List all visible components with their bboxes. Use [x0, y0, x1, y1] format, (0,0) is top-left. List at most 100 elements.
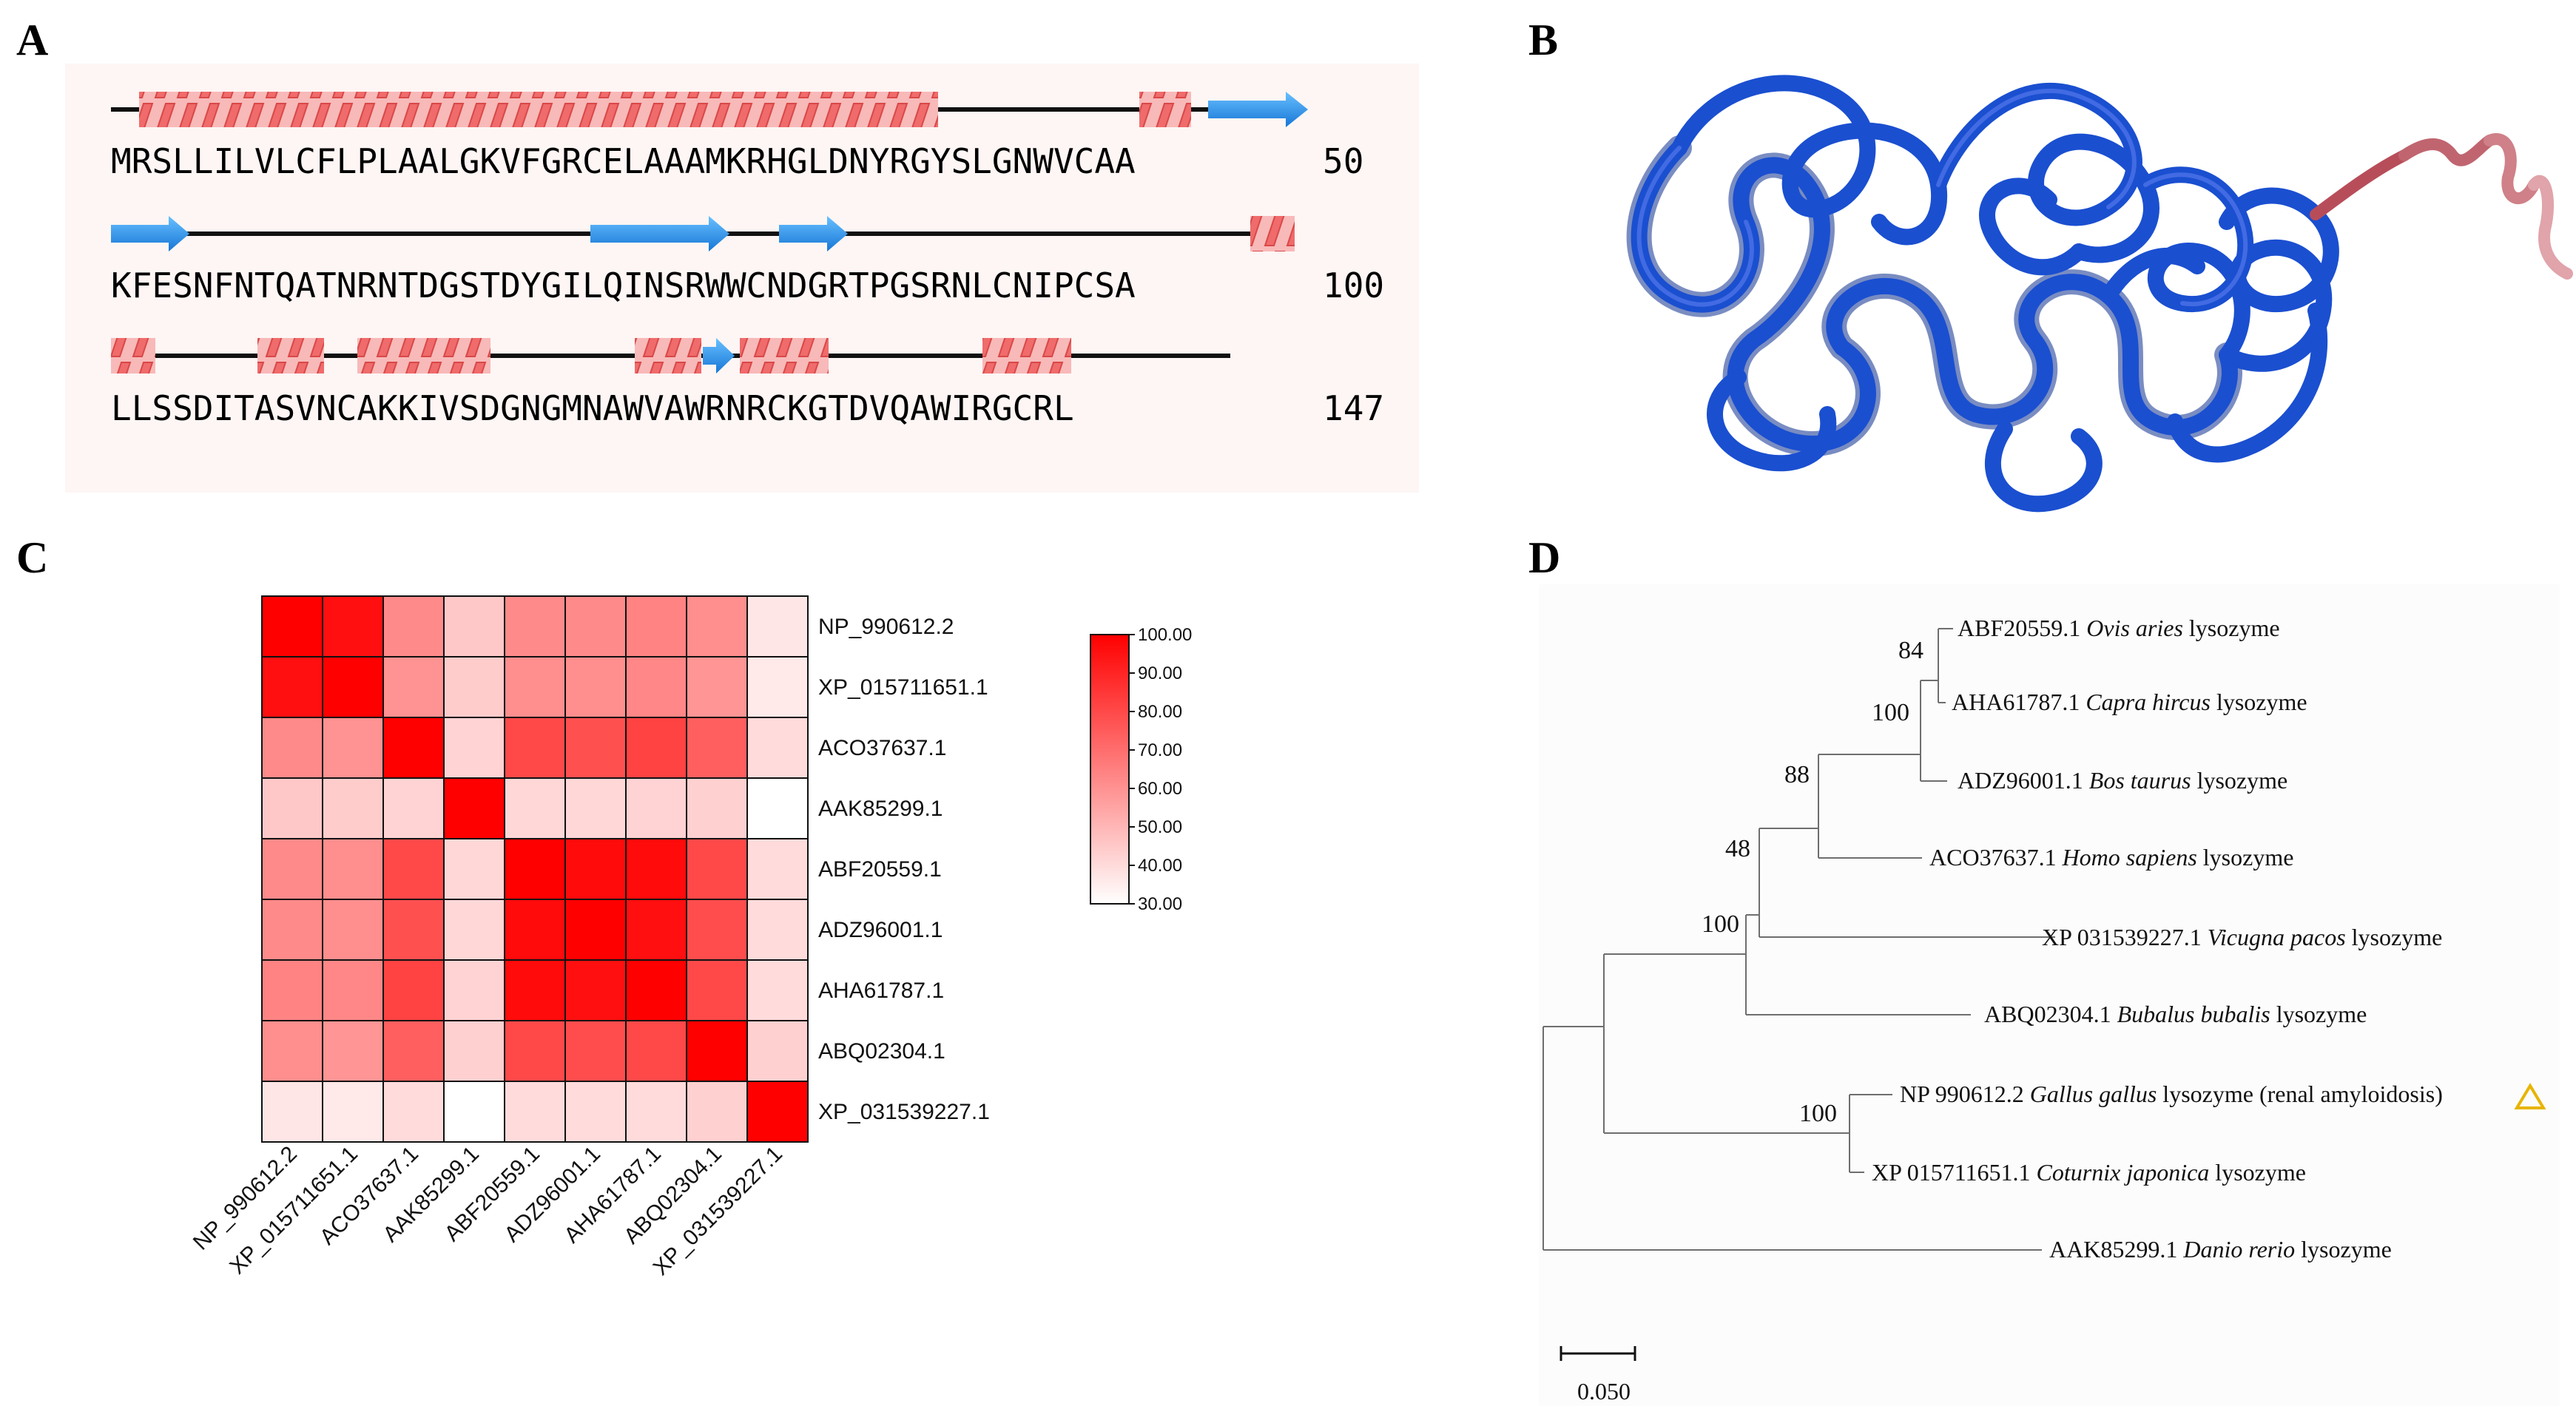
tree-leaf-coturnix-japonica: XP 015711651.1 Coturnix japonica lysozym… [1872, 1159, 2306, 1186]
heatmap-cell [504, 595, 566, 658]
heatmap-cell [746, 717, 809, 779]
heatmap-cell [564, 777, 627, 839]
heatmap-cell [686, 717, 748, 779]
helix-7 [635, 338, 701, 374]
heatmap-cell [261, 656, 323, 718]
heatmap-cell [504, 959, 566, 1021]
heatmap-cell [564, 959, 627, 1021]
heatmap-cell [261, 959, 323, 1021]
heatmap-cell [686, 1081, 748, 1143]
helix-5 [257, 338, 324, 374]
heatmap-cell [504, 899, 566, 961]
heatmap-cell [686, 1020, 748, 1082]
sequence-line-1: MRSLLILVLCFLPLAALGKVFGRCELAAAMKRHGLDNYRG… [111, 141, 1136, 181]
tree-background [1539, 584, 2560, 1406]
heatmap-row-label: ACO37637.1 [818, 736, 946, 760]
ribbon-highlight [1636, 88, 2248, 307]
panel-label-b: B [1528, 16, 1559, 64]
tree-scale-bar [1560, 1346, 1636, 1361]
heatmap-cell [382, 595, 445, 658]
helix-9 [982, 338, 1071, 374]
heatmap-cells [261, 595, 809, 1143]
sequence-number-1: 50 [1323, 141, 1363, 181]
heatmap-cell [443, 899, 505, 961]
helix-3 [1250, 216, 1295, 251]
tree-leaf-homo-sapiens: ACO37637.1 Homo sapiens lysozyme [1929, 844, 2293, 871]
bootstrap-84: 84 [1898, 637, 1923, 664]
sequence-line-3: LLSSDITASVNCAKKIVSDGNGMNAWVAWRNRCKGTDVQA… [111, 388, 1074, 428]
helix-2 [1139, 92, 1191, 127]
helix-4 [111, 338, 155, 374]
tree-leaf-gallus-gallus: NP 990612.2 Gallus gallus lysozyme (rena… [1900, 1081, 2443, 1107]
heatmap-cell [261, 899, 323, 961]
heatmap-cell [322, 717, 384, 779]
heatmap-cell [625, 1020, 687, 1082]
strand-1 [1208, 92, 1308, 127]
heatmap-cell [504, 717, 566, 779]
heatmap-cell [746, 656, 809, 718]
legend-color-bar [1090, 634, 1130, 905]
heatmap-cell [443, 838, 505, 900]
heatmap-cell [564, 899, 627, 961]
heatmap-cell [261, 1081, 323, 1143]
heatmap-cell [322, 959, 384, 1021]
helix-8 [740, 338, 829, 374]
panel-label-d: D [1528, 533, 1561, 582]
heatmap-cell [322, 838, 384, 900]
heatmap-cell [686, 899, 748, 961]
heatmap-cell [443, 777, 505, 839]
sequence-number-3: 147 [1323, 388, 1384, 428]
heatmap-cell [443, 595, 505, 658]
heatmap-cell [504, 1081, 566, 1143]
heatmap-cell [686, 595, 748, 658]
legend-tick-label: 50.00 [1138, 817, 1182, 837]
heatmap-cell [625, 1081, 687, 1143]
heatmap-cell [686, 959, 748, 1021]
heatmap-cell [322, 899, 384, 961]
heatmap-cell [261, 595, 323, 658]
heatmap-cell [382, 777, 445, 839]
strand-3 [590, 216, 729, 251]
heatmap-cell [382, 899, 445, 961]
heatmap-cell [564, 838, 627, 900]
heatmap-cell [443, 1020, 505, 1082]
legend-tick-label: 30.00 [1138, 894, 1182, 914]
heatmap-cell [746, 1081, 809, 1143]
bootstrap-100-birds: 100 [1799, 1100, 1837, 1127]
heatmap-cell [443, 959, 505, 1021]
heatmap-cell [686, 777, 748, 839]
heatmap-cell [443, 656, 505, 718]
heatmap-cell [686, 838, 748, 900]
heatmap-cell [261, 717, 323, 779]
legend-tick-label: 40.00 [1138, 856, 1182, 876]
heatmap-cell [746, 899, 809, 961]
legend-tick-label: 90.00 [1138, 663, 1182, 683]
helix-6 [357, 338, 490, 374]
heatmap-cell [746, 959, 809, 1021]
heatmap-cell [625, 838, 687, 900]
heatmap-cell [382, 959, 445, 1021]
heatmap-cell [746, 838, 809, 900]
heatmap-row-label: ADZ96001.1 [818, 918, 943, 942]
legend-tick-label: 60.00 [1138, 779, 1182, 799]
heatmap-color-legend: 100.00 90.00 80.00 70.00 60.00 50.00 40.00 30.0… [1090, 625, 1192, 914]
heatmap-cell [625, 899, 687, 961]
tree-leaf-danio-rerio: AAK85299.1 Danio rerio lysozyme [2049, 1236, 2392, 1263]
structure-line-1 [111, 92, 1308, 127]
heatmap-row-label: NP_990612.2 [818, 615, 954, 639]
legend-tick-label: 100.00 [1138, 625, 1192, 645]
heatmap-row-labels: NP_990612.2 XP_015711651.1 ACO37637.1 AAK85… [818, 615, 990, 1124]
heatmap-cell [382, 717, 445, 779]
legend-tick-label: 70.00 [1138, 740, 1182, 760]
tree-leaf-vicugna-pacos: XP 031539227.1 Vicugna pacos lysozyme [2042, 924, 2442, 950]
bootstrap-100-mammals: 100 [1702, 910, 1739, 938]
bootstrap-48: 48 [1725, 835, 1750, 862]
panel-label-a: A [16, 16, 49, 64]
tree-scale-label: 0.050 [1577, 1378, 1631, 1405]
heatmap-row-label: AAK85299.1 [818, 797, 943, 821]
protein-3d-structure [1626, 75, 2573, 513]
panel-label-c: C [16, 533, 49, 582]
heatmap-row-label: AHA61787.1 [818, 979, 944, 1003]
heatmap-cell [686, 656, 748, 718]
identity-heatmap: NP_990612.2 XP_015711651.1 ACO37637.1 AAK85… [189, 595, 1192, 1280]
